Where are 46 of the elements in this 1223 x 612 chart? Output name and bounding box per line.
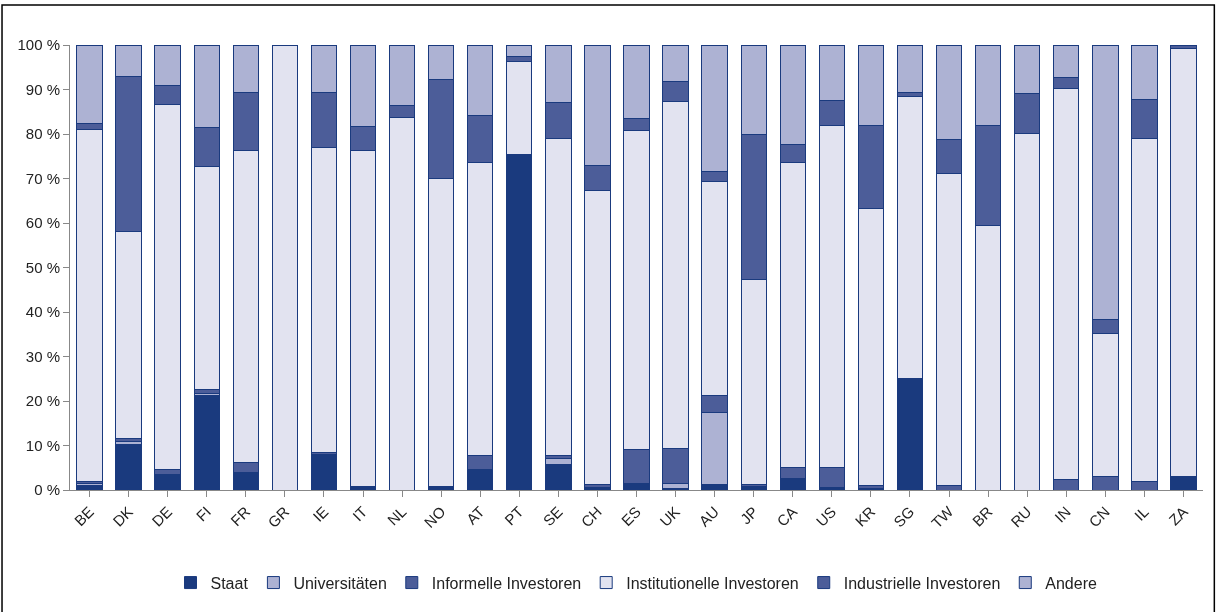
x-tick-label: KR (851, 502, 879, 530)
y-tick-label: 50 % (25, 258, 60, 276)
x-tick-label: IT (348, 502, 371, 525)
legend-label: Andere (1045, 574, 1097, 592)
x-tick-label: PT (501, 502, 527, 529)
x-tick-label: DK (109, 502, 137, 530)
x-tick-label: SE (539, 502, 566, 530)
y-tick-label: 90 % (25, 80, 60, 98)
legend-label: Staat (210, 574, 249, 592)
y-tick-label: 20 % (25, 392, 60, 410)
x-tick-label: DE (148, 502, 176, 530)
x-tick-label: CH (577, 502, 605, 531)
x-tick-label: CA (773, 502, 801, 530)
x-tick-label: US (812, 502, 840, 530)
x-tick-label: AT (462, 502, 488, 528)
x-tick-label: RU (1007, 502, 1035, 531)
y-tick-label: 100 % (17, 36, 60, 54)
x-tick-label: SG (890, 502, 918, 531)
y-tick-label: 70 % (25, 169, 60, 187)
x-tick-label: NO (420, 502, 449, 531)
x-tick-label: TW (927, 502, 958, 532)
y-tick-label: 10 % (25, 436, 60, 454)
x-tick-label: IE (309, 502, 332, 525)
x-tick-label: GR (264, 502, 293, 531)
x-tick-label: BE (70, 502, 97, 530)
y-tick-label: 60 % (25, 214, 60, 232)
legend-label: Universitäten (293, 574, 387, 592)
x-tick-label: CN (1085, 502, 1113, 531)
x-tick-label: ES (617, 502, 644, 530)
legend-label: Industrielle Investoren (843, 574, 1001, 592)
x-tick-label: AU (695, 502, 723, 530)
y-tick-label: 40 % (25, 303, 60, 321)
x-tick-label: ZA (1165, 502, 1191, 529)
x-tick-label: NL (383, 502, 410, 529)
legend-label: Informelle Investoren (431, 574, 582, 592)
x-tick-label: FI (192, 502, 215, 525)
y-tick-label: 80 % (25, 125, 60, 143)
x-tick-label: IN (1051, 502, 1074, 526)
x-tick-label: UK (656, 502, 683, 530)
y-tick-label: 30 % (25, 347, 60, 365)
x-tick-label: BR (968, 502, 996, 530)
x-tick-label: FR (227, 502, 254, 530)
y-tick-label: 0 % (34, 481, 60, 499)
x-tick-label: IL (1130, 502, 1152, 524)
x-tick-label: JP (736, 502, 762, 528)
legend-label: Institutionelle Investoren (626, 574, 799, 592)
